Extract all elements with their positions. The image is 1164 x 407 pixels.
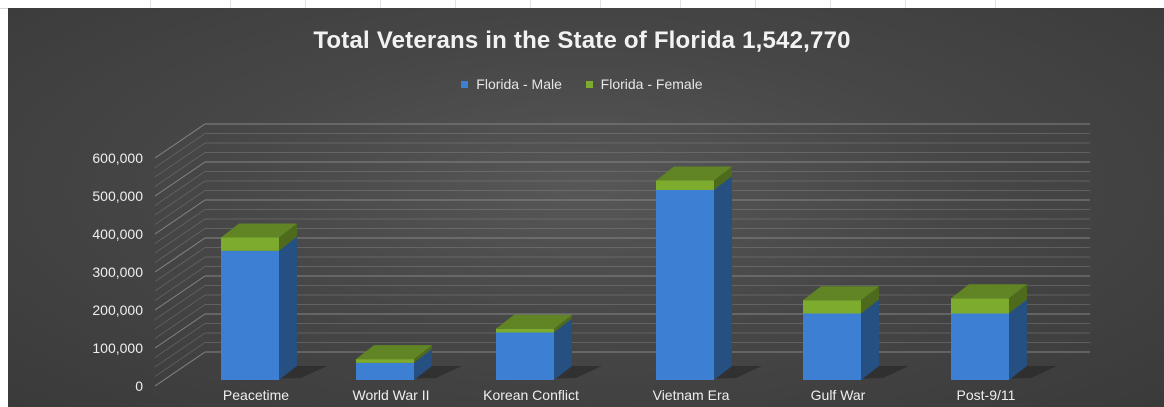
bar-front-female bbox=[221, 237, 279, 251]
gridline-side bbox=[154, 142, 206, 178]
gridline-side bbox=[154, 313, 206, 349]
y-tick-label: 500,000 bbox=[92, 188, 143, 204]
gridline-side bbox=[154, 218, 206, 254]
x-tick-label: Gulf War bbox=[811, 387, 866, 403]
chart-title: Total Veterans in the State of Florida 1… bbox=[313, 27, 851, 54]
gridline-side bbox=[154, 171, 206, 206]
bar-top bbox=[656, 166, 732, 181]
x-tick-label: Korean Conflict bbox=[483, 387, 579, 403]
bar-front-female bbox=[496, 328, 554, 333]
y-tick-label: 200,000 bbox=[92, 302, 143, 318]
bar-side-male bbox=[414, 348, 432, 380]
gridline-side bbox=[154, 237, 206, 273]
bar-side-male bbox=[714, 176, 732, 380]
y-tick-label: 100,000 bbox=[92, 340, 143, 356]
legend-swatch-male bbox=[461, 81, 469, 88]
gridline-side bbox=[154, 294, 206, 330]
bar-front-male bbox=[221, 250, 279, 380]
bar-front-male bbox=[656, 190, 714, 380]
bar-side-female bbox=[414, 345, 432, 363]
bars-layer bbox=[221, 166, 1057, 380]
bar-side-male bbox=[1009, 299, 1027, 380]
gridline-side bbox=[154, 161, 206, 197]
y-tick-layer: 0 100,000 200,000 300,000 400,000 500,000 600,… bbox=[92, 150, 143, 394]
bar-top bbox=[221, 223, 297, 238]
gridline-side bbox=[154, 323, 206, 358]
bar-side-female bbox=[279, 223, 297, 251]
legend: Florida - Male Florida - Female bbox=[0, 76, 1164, 92]
gridline-side bbox=[154, 199, 206, 235]
bar-front-female bbox=[356, 359, 414, 363]
bar-top bbox=[496, 314, 572, 329]
legend-item-female: Florida - Female bbox=[585, 76, 703, 92]
gridline-side bbox=[154, 266, 206, 301]
x-tick-layer: Peacetime World War II Korean Conflict Viet… bbox=[223, 387, 1016, 403]
gridline-side bbox=[154, 256, 206, 292]
bar-side-female bbox=[714, 166, 732, 190]
x-tick-label: World War II bbox=[352, 387, 429, 403]
x-tick-label: Peacetime bbox=[223, 387, 289, 403]
x-tick-label: Vietnam Era bbox=[653, 387, 730, 403]
gridline-side bbox=[154, 209, 206, 244]
gridline-side bbox=[154, 304, 206, 339]
bar-front-male bbox=[951, 313, 1009, 380]
gridline-side bbox=[154, 228, 206, 263]
bar-side-female bbox=[1009, 284, 1027, 314]
gridline-side bbox=[154, 123, 206, 159]
y-tick-label: 400,000 bbox=[92, 226, 143, 242]
bar-front-male bbox=[356, 362, 414, 380]
gridline-side bbox=[154, 342, 206, 377]
bar-top bbox=[803, 286, 879, 301]
bar-front-male bbox=[803, 313, 861, 380]
gridline-side bbox=[154, 285, 206, 320]
bar-side-female bbox=[554, 314, 572, 333]
gridline-side bbox=[154, 180, 206, 216]
bar-front-female bbox=[656, 180, 714, 190]
gridline-side bbox=[154, 247, 206, 282]
y-tick-label: 300,000 bbox=[92, 264, 143, 280]
bar-top bbox=[951, 284, 1027, 299]
bar-top bbox=[356, 345, 432, 360]
legend-swatch-female bbox=[585, 81, 593, 88]
grid-layer bbox=[154, 123, 1090, 387]
bar-side-male bbox=[554, 318, 572, 380]
legend-label-male: Florida - Male bbox=[476, 76, 562, 92]
x-tick-label: Post-9/11 bbox=[957, 387, 1016, 403]
gridline-side bbox=[154, 332, 206, 368]
gridline-side bbox=[154, 275, 206, 311]
bar-front-male bbox=[496, 332, 554, 380]
bar-side-female bbox=[861, 286, 879, 314]
gridline-side bbox=[154, 190, 206, 225]
y-tick-label: 0 bbox=[135, 378, 143, 394]
gridline-side bbox=[154, 152, 206, 187]
gridline-side bbox=[154, 351, 206, 387]
bar-front-female bbox=[951, 298, 1009, 314]
legend-label-female: Florida - Female bbox=[600, 76, 703, 92]
bar-side-male bbox=[861, 299, 879, 380]
gridline-side bbox=[154, 133, 206, 168]
legend-item-male: Florida - Male bbox=[461, 76, 562, 92]
bar-front-female bbox=[803, 300, 861, 314]
bar-side-male bbox=[279, 236, 297, 380]
y-tick-label: 600,000 bbox=[92, 150, 143, 166]
